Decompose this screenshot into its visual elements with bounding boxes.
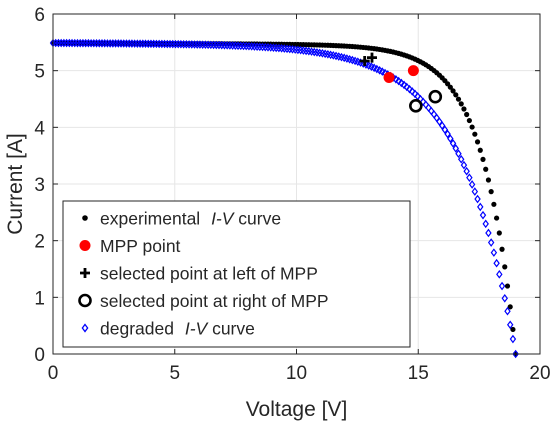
legend-circle-symbol — [78, 293, 92, 308]
legend-entry-label: selected point at right of MPP — [100, 291, 329, 311]
left-selected-point — [366, 52, 377, 63]
experimental-point — [502, 264, 508, 270]
degraded-point — [438, 121, 446, 130]
experimental-point — [510, 326, 516, 333]
experimental-point — [480, 156, 486, 162]
degraded-point — [474, 194, 481, 204]
degraded-point — [498, 281, 506, 291]
experimental-point — [504, 283, 511, 289]
degraded-point — [477, 202, 484, 212]
degraded-point — [403, 82, 411, 92]
x-tick-label: 0 — [48, 363, 59, 384]
x-tick-label: 20 — [529, 363, 550, 384]
experimental-point — [458, 101, 464, 107]
legend-box — [62, 200, 411, 348]
degraded-point — [487, 238, 495, 247]
legend-diamond-symbol — [81, 323, 89, 333]
legend-mpp-symbol — [79, 240, 91, 251]
legend-entry-label: selected point at left of MPP — [100, 264, 318, 284]
series-layer — [49, 38, 519, 359]
mpp-point — [383, 71, 395, 83]
degraded-point — [400, 80, 408, 90]
x-tick-label: 5 — [169, 363, 180, 384]
degraded-point — [496, 270, 503, 279]
degraded-point — [512, 349, 519, 359]
degraded-point — [509, 334, 517, 344]
degraded-point — [441, 125, 449, 135]
experimental-point — [466, 117, 472, 124]
degraded-point — [411, 89, 419, 99]
experimental-point — [472, 131, 478, 137]
x-axis-label: Voltage [V] — [246, 398, 348, 421]
x-tick-label: 15 — [408, 363, 429, 384]
degraded-point — [460, 160, 468, 170]
degraded-point — [395, 76, 402, 86]
y-tick-label: 4 — [34, 118, 45, 139]
degraded-point — [490, 248, 498, 257]
legend-entry-label: MPP point — [100, 236, 181, 256]
mpp-point — [407, 65, 419, 77]
degraded-point — [463, 166, 470, 176]
y-tick-label: 3 — [34, 175, 45, 196]
experimental-point — [461, 106, 467, 112]
y-tick-label: 5 — [34, 62, 45, 83]
experimental-point — [483, 166, 489, 172]
legend: experimental I-V curve MPP point selected … — [62, 200, 411, 348]
legend-entry-label: degraded I-V curve — [100, 319, 255, 339]
ticks: 0 5 10 15 20 0 1 2 3 4 5 6 — [34, 5, 550, 384]
experimental-point — [469, 124, 475, 130]
degraded-point — [398, 78, 405, 88]
degraded-point — [406, 84, 413, 94]
legend-dot-symbol — [82, 215, 88, 221]
degraded-point — [457, 154, 465, 164]
degraded-point — [485, 228, 492, 238]
experimental-point — [496, 230, 502, 236]
degraded-point — [482, 219, 489, 229]
degraded-point — [449, 139, 457, 148]
experimental-point — [507, 304, 513, 310]
experimental-point — [447, 84, 453, 90]
experimental-point — [453, 92, 459, 98]
degraded-point — [471, 187, 479, 196]
y-axis-label: Current [A] — [4, 133, 27, 235]
x-tick-label: 10 — [286, 363, 307, 384]
degraded-point — [452, 144, 460, 153]
experimental-point — [450, 88, 456, 94]
right-selected-point — [409, 99, 423, 113]
experimental-point — [485, 177, 492, 183]
legend-entry-label: experimental I-V curve — [100, 209, 281, 229]
legend-plus-symbol — [80, 268, 90, 278]
experimental-point — [493, 215, 500, 221]
experimental-point — [474, 139, 481, 145]
special-points-layer — [359, 52, 443, 113]
experimental-point — [491, 201, 497, 207]
y-tick-label: 0 — [34, 345, 45, 366]
experimental-point — [477, 147, 483, 153]
right-selected-point — [428, 89, 443, 104]
degraded-point — [409, 87, 416, 96]
degraded-point — [466, 173, 473, 182]
degraded-point — [455, 149, 462, 159]
degraded-point — [447, 134, 454, 143]
degraded-point — [501, 293, 508, 303]
degraded-point — [468, 180, 476, 189]
degraded-point — [506, 320, 514, 330]
degraded-point — [479, 210, 487, 220]
degraded-point — [444, 129, 451, 139]
experimental-point — [499, 246, 505, 252]
experimental-point — [488, 189, 494, 195]
y-tick-label: 2 — [34, 232, 45, 253]
y-tick-label: 1 — [34, 288, 45, 309]
left-selected-point — [359, 56, 370, 67]
experimental-point — [455, 96, 462, 102]
degraded-point — [504, 306, 511, 316]
degraded-point — [493, 258, 500, 268]
y-tick-label: 6 — [34, 5, 45, 26]
experimental-point — [464, 111, 470, 118]
